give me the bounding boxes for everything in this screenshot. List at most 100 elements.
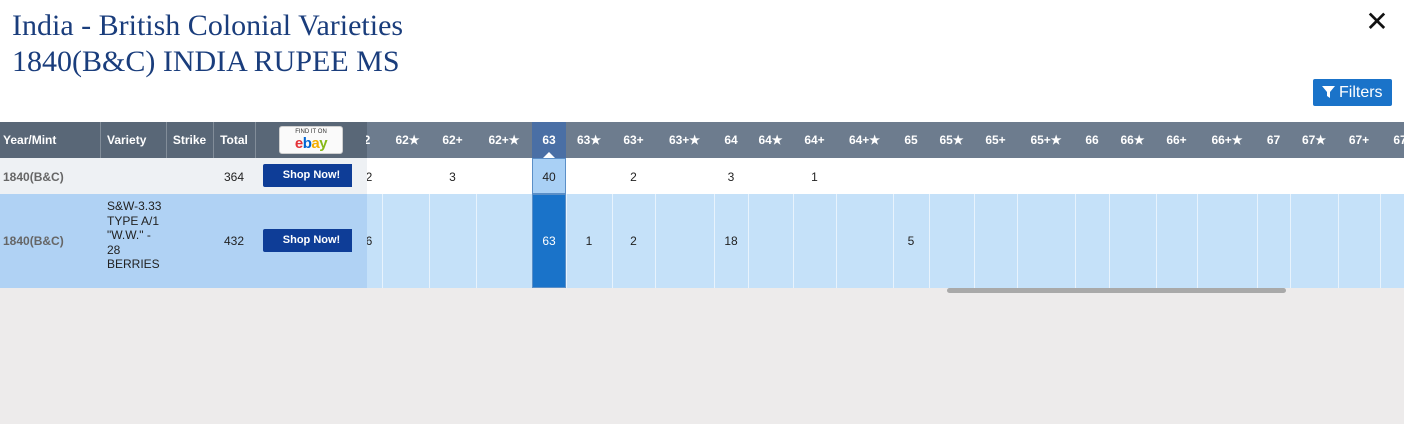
column-divider	[429, 194, 430, 288]
column-divider	[1257, 194, 1258, 288]
column-divider	[893, 194, 894, 288]
grade-header-19[interactable]: 66+★	[1211, 133, 1243, 147]
filters-label: Filters	[1339, 84, 1383, 101]
column-divider	[748, 158, 749, 194]
year-mint-cell[interactable]: 1840(B&C)	[3, 234, 64, 248]
grade-header-10[interactable]: 64+	[804, 133, 825, 147]
grade-header-13[interactable]: 65★	[939, 133, 964, 147]
grade-header-3[interactable]: 62+★	[488, 133, 520, 147]
column-divider	[476, 194, 477, 288]
grade-header-6[interactable]: 63+	[623, 133, 644, 147]
grade-header-22[interactable]: 67+	[1348, 133, 1370, 147]
grade-header-23[interactable]: 67	[1393, 133, 1404, 147]
ebay-wordmark: ebay	[294, 135, 328, 152]
column-divider	[1380, 158, 1381, 194]
column-divider	[893, 158, 894, 194]
grade-header-20[interactable]: 67	[1266, 133, 1281, 147]
column-divider	[1197, 194, 1198, 288]
column-divider	[382, 158, 383, 194]
grade-header-21[interactable]: 67★	[1301, 133, 1327, 147]
grade-header-12[interactable]: 65	[904, 133, 918, 147]
column-divider	[1017, 194, 1018, 288]
header-total[interactable]: Total	[220, 133, 248, 147]
grade-count-cell[interactable]: 3	[449, 170, 456, 184]
column-divider	[793, 158, 794, 194]
shop-now-button[interactable]: Shop Now!	[263, 229, 360, 252]
grade-header-15[interactable]: 65+★	[1030, 133, 1062, 147]
column-divider	[714, 158, 715, 194]
grade-count-cell[interactable]: 18	[724, 234, 738, 248]
column-divider	[1290, 194, 1291, 288]
grade-header-2[interactable]: 62+	[442, 133, 463, 147]
column-divider	[974, 158, 975, 194]
column-divider	[1017, 158, 1018, 194]
column-divider	[793, 194, 794, 288]
grade-count-cell[interactable]: 63	[542, 234, 556, 248]
column-divider	[655, 158, 656, 194]
grade-header-7[interactable]: 63+★	[668, 133, 701, 147]
table-row[interactable]: 1840(B&C) 364 Shop Now! 22340231	[0, 158, 1404, 194]
grade-header-8[interactable]: 64	[724, 133, 738, 147]
title-line-2: 1840(B&C) INDIA RUPEE MS	[12, 45, 400, 78]
grade-header-17[interactable]: 66★	[1120, 133, 1145, 147]
column-divider	[1380, 194, 1381, 288]
grade-header-11[interactable]: 64+★	[848, 133, 881, 147]
grade-count-cell[interactable]: 40	[542, 170, 556, 184]
column-divider	[382, 194, 383, 288]
grade-count-cell[interactable]: 2	[630, 170, 637, 184]
header-variety[interactable]: Variety	[107, 133, 147, 147]
grade-header-18[interactable]: 66+	[1166, 133, 1187, 147]
fixed-header-edge	[352, 122, 366, 158]
column-divider	[612, 158, 613, 194]
column-divider	[714, 194, 715, 288]
divider	[166, 122, 167, 158]
shop-now-button[interactable]: Shop Now!	[263, 164, 360, 187]
ebay-logo[interactable]: FIND IT ON ebay	[279, 126, 343, 154]
population-table: Year/Mint Variety Strike Total FIND IT O…	[0, 122, 1404, 288]
column-divider	[836, 158, 837, 194]
horizontal-scrollbar[interactable]	[947, 288, 1286, 293]
table-row[interactable]: 1840(B&C) S&W-3.33 TYPE A/1 "W.W." - 28 …	[0, 194, 1404, 288]
close-icon[interactable]: ✕	[1365, 6, 1389, 37]
selected-column-cell	[532, 194, 566, 288]
header-strike[interactable]: Strike	[172, 133, 207, 147]
column-divider	[836, 194, 837, 288]
filter-icon	[1322, 86, 1335, 98]
column-divider	[1197, 158, 1198, 194]
grade-header-14[interactable]: 65+	[985, 133, 1006, 147]
column-divider	[612, 194, 613, 288]
total-cell: 432	[223, 234, 245, 248]
grade-count-cell[interactable]: 3	[727, 170, 735, 184]
grade-count-cell[interactable]: 1	[811, 170, 818, 184]
header-year-mint[interactable]: Year/Mint	[3, 133, 57, 147]
fixed-panel-edge	[352, 194, 367, 288]
grade-header-0[interactable]: 2	[363, 133, 371, 147]
total-cell: 364	[223, 170, 245, 184]
year-mint-cell[interactable]: 1840(B&C)	[3, 170, 64, 184]
grade-count-cell[interactable]: 2	[630, 234, 637, 248]
column-divider	[1257, 158, 1258, 194]
selected-column-cell	[532, 158, 566, 194]
column-divider	[566, 158, 567, 194]
column-divider	[1290, 158, 1291, 194]
column-divider	[429, 158, 430, 194]
column-divider	[476, 158, 477, 194]
page-title: India - British Colonial Varieties 1840(…	[12, 8, 403, 80]
title-line-1: India - British Colonial Varieties	[12, 9, 404, 42]
column-divider	[929, 158, 930, 194]
grade-header-1[interactable]: 62★	[395, 133, 420, 147]
column-divider	[1075, 158, 1076, 194]
column-divider	[1075, 194, 1076, 288]
grade-header-16[interactable]: 66	[1085, 133, 1099, 147]
column-divider	[974, 194, 975, 288]
grade-count-cell[interactable]: 5	[907, 234, 915, 248]
variety-cell: S&W-3.33 TYPE A/1 "W.W." - 28 BERRIES	[107, 199, 162, 271]
grade-count-cell[interactable]: 1	[585, 234, 593, 248]
fixed-panel-edge	[352, 158, 367, 194]
filters-button[interactable]: Filters	[1313, 79, 1392, 106]
grade-header-5[interactable]: 63★	[576, 133, 602, 147]
column-divider	[1156, 158, 1157, 194]
column-divider	[1109, 194, 1110, 288]
grade-header-9[interactable]: 64★	[758, 133, 783, 147]
divider	[213, 122, 214, 158]
